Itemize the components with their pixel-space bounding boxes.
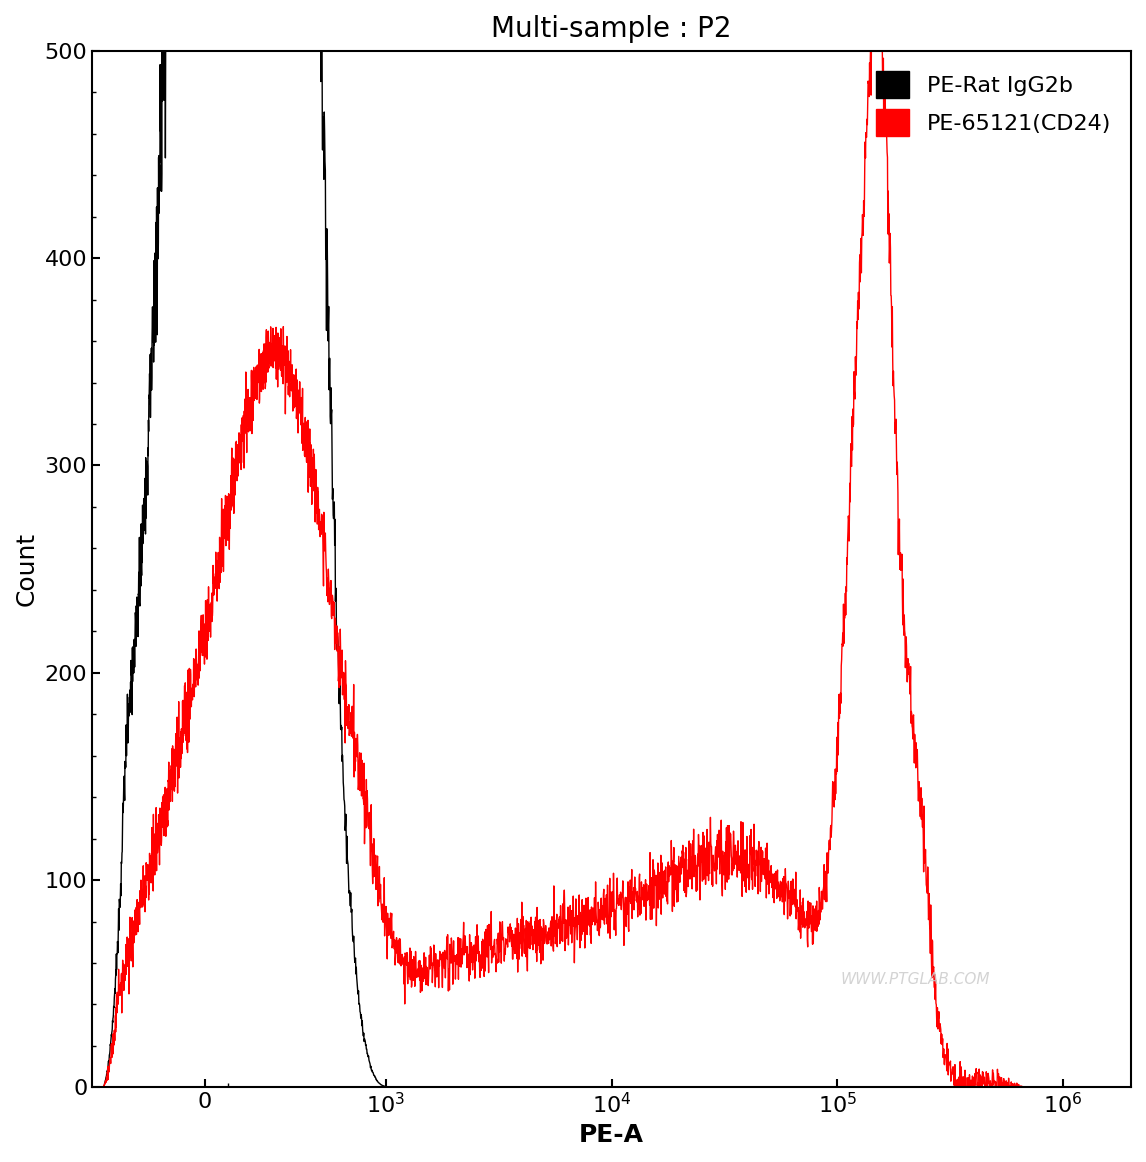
PE-65121(CD24): [136, 888, 150, 902]
PE-Rat IgG2b: [85, 1081, 99, 1095]
PE-65121(CD24): [808, 919, 822, 933]
PE-65121(CD24): [434, 947, 448, 961]
PE-Rat IgG2b: [808, 1081, 822, 1095]
PE-65121(CD24): [1057, 1081, 1070, 1095]
PE-65121(CD24): [971, 1076, 984, 1090]
Line: PE-Rat IgG2b: PE-Rat IgG2b: [92, 0, 1063, 1088]
PE-Rat IgG2b: [361, 1049, 375, 1063]
PE-65121(CD24): [85, 1081, 99, 1095]
Legend: PE-Rat IgG2b, PE-65121(CD24): PE-Rat IgG2b, PE-65121(CD24): [866, 62, 1120, 145]
PE-Rat IgG2b: [434, 1081, 448, 1095]
Y-axis label: Count: Count: [15, 532, 39, 607]
PE-Rat IgG2b: [1057, 1081, 1070, 1095]
X-axis label: PE-A: PE-A: [579, 1122, 644, 1147]
Line: PE-65121(CD24): PE-65121(CD24): [92, 0, 1063, 1088]
PE-Rat IgG2b: [971, 1081, 984, 1095]
PE-65121(CD24): [361, 792, 375, 806]
Text: WWW.PTGLAB.COM: WWW.PTGLAB.COM: [840, 971, 990, 987]
Title: Multi-sample : P2: Multi-sample : P2: [492, 15, 732, 43]
PE-Rat IgG2b: [136, 524, 150, 538]
PE-65121(CD24): [1015, 1079, 1029, 1093]
PE-Rat IgG2b: [1015, 1081, 1029, 1095]
